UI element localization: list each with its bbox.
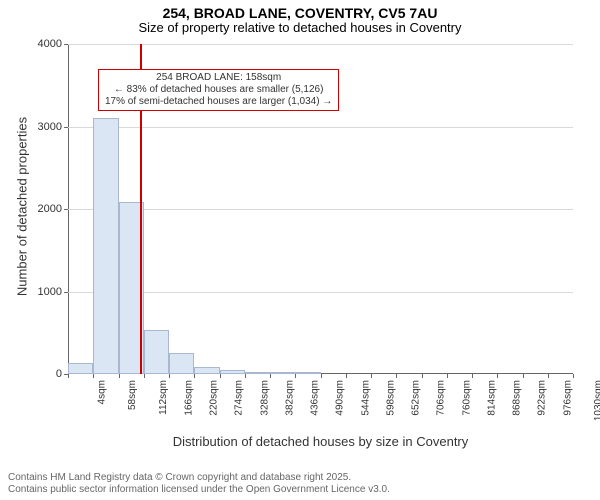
xtick-label: 58sqm: [127, 380, 138, 410]
histogram-bar: [169, 353, 194, 374]
y-axis-title: Number of detached properties: [15, 42, 30, 372]
xtick-label: 652sqm: [411, 380, 422, 416]
x-axis-title: Distribution of detached houses by size …: [68, 434, 573, 449]
ytick-label: 1000: [38, 286, 68, 298]
xtick-label: 490sqm: [335, 380, 346, 416]
xtick-label: 436sqm: [310, 380, 321, 416]
chart-subtitle: Size of property relative to detached ho…: [0, 21, 600, 39]
xtick-label: 274sqm: [234, 380, 245, 416]
chart-title: 254, BROAD LANE, COVENTRY, CV5 7AU: [0, 0, 600, 21]
annotation-line-3: 17% of semi-detached houses are larger (…: [105, 96, 332, 108]
xtick-mark: [245, 374, 246, 378]
xtick-label: 220sqm: [209, 380, 220, 416]
footer-line-1: Contains HM Land Registry data © Crown c…: [8, 472, 390, 484]
property-size-histogram: 254, BROAD LANE, COVENTRY, CV5 7AU Size …: [0, 0, 600, 500]
xtick-mark: [295, 374, 296, 378]
ytick-label: 3000: [38, 121, 68, 133]
histogram-bar: [194, 367, 219, 374]
ytick-label: 4000: [38, 38, 68, 50]
xtick-label: 868sqm: [512, 380, 523, 416]
xtick-mark: [68, 374, 69, 378]
histogram-bar: [295, 372, 320, 374]
gridline: [68, 209, 573, 210]
xtick-mark: [270, 374, 271, 378]
xtick-mark: [169, 374, 170, 378]
xtick-label: 4sqm: [96, 380, 107, 404]
xtick-mark: [573, 374, 574, 378]
xtick-label: 166sqm: [183, 380, 194, 416]
xtick-mark: [523, 374, 524, 378]
histogram-bar: [245, 372, 270, 374]
xtick-mark: [321, 374, 322, 378]
gridline: [68, 44, 573, 45]
xtick-mark: [346, 374, 347, 378]
xtick-label: 1030sqm: [593, 380, 600, 421]
xtick-label: 922sqm: [537, 380, 548, 416]
xtick-mark: [497, 374, 498, 378]
xtick-mark: [144, 374, 145, 378]
ytick-label: 2000: [38, 203, 68, 215]
xtick-mark: [93, 374, 94, 378]
xtick-label: 544sqm: [360, 380, 371, 416]
histogram-bar: [270, 372, 295, 374]
annotation-line-1: 254 BROAD LANE: 158sqm: [105, 72, 332, 84]
xtick-mark: [472, 374, 473, 378]
xtick-mark: [422, 374, 423, 378]
histogram-bar: [93, 118, 118, 374]
xtick-label: 112sqm: [157, 380, 168, 415]
chart-footer: Contains HM Land Registry data © Crown c…: [8, 472, 390, 496]
histogram-bar: [144, 330, 169, 374]
xtick-mark: [371, 374, 372, 378]
xtick-mark: [548, 374, 549, 378]
plot-area: 010002000300040004sqm58sqm112sqm166sqm22…: [68, 44, 573, 374]
xtick-mark: [396, 374, 397, 378]
xtick-mark: [447, 374, 448, 378]
annotation-box: 254 BROAD LANE: 158sqm← 83% of detached …: [98, 69, 339, 111]
gridline: [68, 292, 573, 293]
ytick-label: 0: [56, 368, 68, 380]
footer-line-2: Contains public sector information licen…: [8, 484, 390, 496]
histogram-bar: [68, 363, 93, 374]
xtick-label: 382sqm: [284, 380, 295, 416]
xtick-mark: [194, 374, 195, 378]
xtick-label: 706sqm: [436, 380, 447, 416]
histogram-bar: [220, 370, 245, 374]
xtick-mark: [119, 374, 120, 378]
xtick-label: 598sqm: [385, 380, 396, 416]
xtick-label: 328sqm: [259, 380, 270, 416]
xtick-mark: [220, 374, 221, 378]
xtick-label: 814sqm: [486, 380, 497, 416]
annotation-line-2: ← 83% of detached houses are smaller (5,…: [105, 84, 332, 96]
xtick-label: 976sqm: [562, 380, 573, 416]
xtick-label: 760sqm: [461, 380, 472, 416]
gridline: [68, 127, 573, 128]
